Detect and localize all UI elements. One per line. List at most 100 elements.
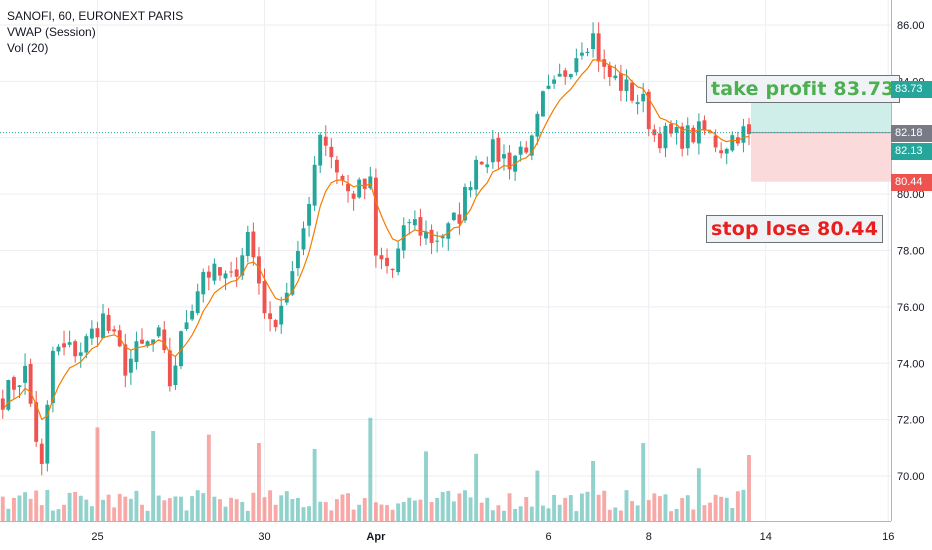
y-tick-label: 70.00 [897,471,925,483]
candle-body [78,352,83,356]
volume-bar [641,443,646,521]
volume-bar [67,492,72,521]
stop-loss-label[interactable]: stop lose 80.44 [706,215,884,243]
current-price-tag: 82.18 [891,124,932,142]
candle-body [518,146,523,155]
candle-body [708,131,712,133]
volume-bar [557,504,562,521]
volume-bar [407,497,412,521]
x-tick-label: 14 [760,531,772,543]
volume-bar [318,501,323,521]
candle-body [468,186,473,191]
volume-bar [513,508,518,521]
volume-legend[interactable]: Vol (20) [7,41,49,55]
candle-body [101,313,105,339]
volume-bar [256,443,261,521]
volume-bar [396,503,401,521]
candle-body [195,291,200,314]
candle-body [457,214,462,224]
candle-body [128,358,133,373]
volume-bar [596,494,601,521]
candle-body [123,344,128,376]
candle-body [541,91,545,117]
candle-body [351,193,356,199]
volume-bar [284,491,289,521]
candle-body [134,341,139,363]
candle-body [546,85,551,89]
candle-body [719,150,724,154]
volume-bar [479,502,484,521]
candle-body [429,229,434,244]
candle-body [6,380,11,410]
y-tick-label: 76.00 [897,302,925,314]
candle-body [234,269,239,277]
candle-body [451,212,456,221]
vwap-legend[interactable]: VWAP (Session) [7,25,96,39]
x-tick-label: 8 [646,531,652,543]
volume-bar [39,505,44,521]
volume-bar [229,497,234,521]
candle-body [84,336,89,353]
candle-body [585,51,590,53]
candle-body [663,125,668,149]
candle-body [730,135,735,151]
take-profit-label[interactable]: take profit 83.73 [706,75,900,103]
candle-body [73,341,78,357]
candle-body [329,146,334,158]
volume-bar [579,493,584,521]
candle-body [635,102,640,105]
candle-body [67,342,72,345]
candle-body [279,305,284,325]
candle-body [373,177,378,256]
volume-bar [635,505,640,521]
volume-bar [89,506,94,521]
candle-body [357,179,362,198]
candle-body [724,148,729,154]
volume-bar [340,494,345,521]
candle-body [446,223,451,239]
candle-body [702,120,707,131]
volume-bar [45,489,50,521]
candle-body [529,135,534,156]
candle-body [240,255,245,276]
candle-body [574,58,579,73]
volume-bar [446,490,451,521]
candle-body [646,91,651,130]
volume-bar [128,498,133,521]
candle-body [11,377,16,390]
volume-bar [546,508,551,521]
candle-body [256,256,261,284]
volume-bar [613,507,618,521]
candle-body [346,183,350,192]
volume-bar [323,502,328,521]
candle-body [323,136,328,146]
volume-bar [112,507,117,521]
candle-body [368,176,373,189]
volume-bar [329,510,334,521]
volume-bar [624,490,629,521]
volume-bar [123,496,128,521]
volume-bar [218,499,222,521]
candle-body [557,73,562,77]
volume-bar [290,499,295,521]
volume-bar [412,500,417,521]
candle-body [0,398,5,410]
volume-bar [101,499,105,521]
volume-bar [212,496,217,521]
y-tick-label: 72.00 [897,415,925,427]
candle-body [496,137,501,162]
volume-bar [167,498,172,521]
candle-body [39,443,44,464]
volume-bar [657,496,662,521]
symbol-title[interactable]: SANOFI, 60, EURONEXT PARIS [7,9,184,23]
x-tick-label: Apr [366,531,386,543]
volume-bars [0,417,751,521]
candle-body [624,79,629,92]
volume-bar [201,493,206,521]
volume-bar [190,496,195,521]
loss-zone [750,132,891,182]
volume-bar [179,496,183,521]
volume-bar [78,495,83,521]
candle-body [62,343,66,348]
volume-bar [674,508,679,521]
